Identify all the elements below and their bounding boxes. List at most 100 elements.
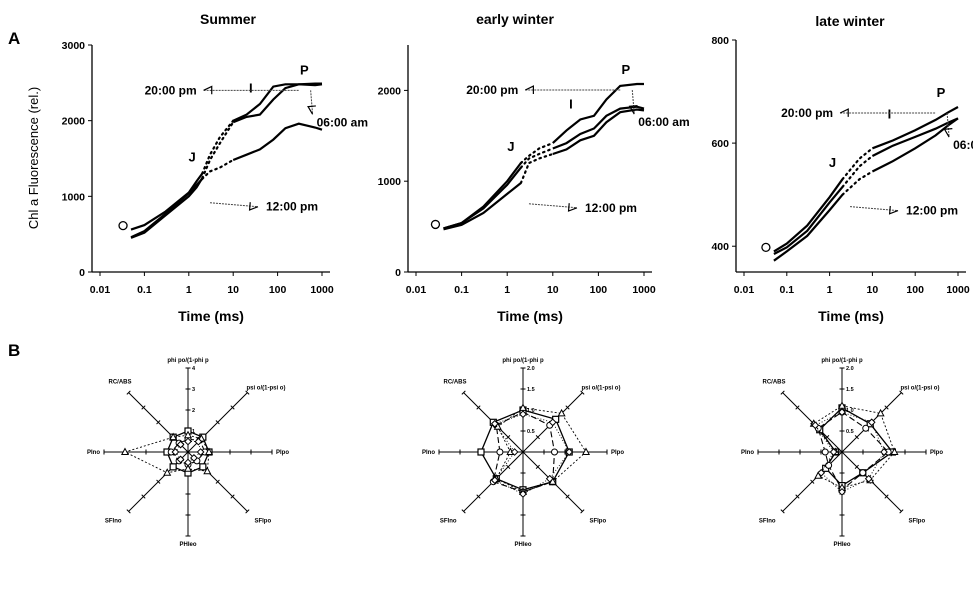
point-j-label: J bbox=[189, 150, 196, 165]
series-line-1 bbox=[773, 178, 844, 253]
series-line-3 bbox=[443, 182, 522, 231]
x-tick-label: 1000 bbox=[632, 284, 656, 296]
series-marker-diamond bbox=[184, 437, 192, 446]
arrow-12pm-head bbox=[248, 202, 259, 211]
x-tick-label: 100 bbox=[590, 284, 608, 296]
arrow-20pm-head bbox=[525, 85, 534, 94]
x-tick-label: 0.1 bbox=[454, 284, 469, 296]
y-tick-label: 800 bbox=[711, 35, 729, 47]
panel-label-b: B bbox=[8, 341, 20, 360]
series-marker-diamond bbox=[880, 448, 888, 456]
radar-axis-label-right: PIpo bbox=[930, 450, 943, 456]
series-marker-circle bbox=[496, 448, 504, 456]
spoke-tick bbox=[580, 390, 585, 395]
series-line-1 bbox=[130, 172, 204, 231]
series-line-3 bbox=[130, 178, 204, 239]
series-marker-diamond bbox=[519, 490, 527, 498]
series-dots-2 bbox=[201, 121, 235, 180]
series-line-2 bbox=[232, 82, 322, 124]
spoke-tick bbox=[780, 390, 785, 395]
radar-axis-label-top: phi po/(1-phi p bbox=[167, 358, 209, 364]
spoke-tick bbox=[780, 509, 785, 514]
spoke-tick bbox=[795, 494, 800, 499]
spoke-tick bbox=[141, 494, 146, 499]
spoke-tick bbox=[461, 390, 466, 395]
x-tick-label: 10 bbox=[547, 284, 559, 296]
series-line-2 bbox=[773, 186, 844, 255]
x-tick-label: 1 bbox=[504, 284, 510, 296]
series-marker-circle bbox=[825, 461, 833, 469]
spoke-tick bbox=[795, 405, 800, 410]
spoke-tick bbox=[565, 405, 570, 410]
spoke-tick bbox=[854, 435, 859, 440]
arrow-06am-head bbox=[628, 105, 638, 115]
series-marker-triangle bbox=[890, 447, 899, 455]
radar-chart-3: 0.5 1.0 1.5 2.0 phi po/(1-phi p psi o/(1-psi … bbox=[741, 358, 943, 548]
arrow-12pm-head bbox=[567, 203, 578, 212]
series-marker-diamond bbox=[196, 448, 205, 456]
spoke-tick bbox=[230, 405, 235, 410]
arrow-06am-head bbox=[307, 105, 316, 115]
point-j-label: J bbox=[507, 139, 514, 154]
radar-axis-label-left: PIno bbox=[741, 450, 754, 456]
radial-tick-label: 0.5 bbox=[846, 429, 854, 435]
series-dots-1 bbox=[519, 142, 554, 165]
radar-axis-label-lower-left: SFIno bbox=[759, 518, 776, 524]
series-marker-triangle bbox=[183, 464, 193, 472]
annotation-06am: 06:00 am bbox=[953, 138, 973, 152]
radar-axis-label-upper-right: psi o/(1-psi o) bbox=[900, 386, 939, 392]
point-o-marker bbox=[118, 220, 128, 231]
series-marker-square bbox=[199, 463, 207, 471]
x-tick-label: 1 bbox=[186, 284, 192, 296]
y-tick-label: 3000 bbox=[62, 40, 86, 52]
radial-tick-label: 1.0 bbox=[527, 408, 535, 414]
radar-axis-label-right: PIpo bbox=[611, 450, 624, 456]
series-dots-3 bbox=[519, 152, 554, 185]
series-line-1 bbox=[872, 106, 959, 150]
radar-axis-label-left: PIno bbox=[422, 450, 435, 456]
series-line-1 bbox=[443, 162, 522, 230]
spoke-tick bbox=[535, 464, 540, 469]
radar-axis-label-lower-right: SFIpo bbox=[908, 518, 925, 524]
arrow-20pm-head bbox=[203, 85, 213, 95]
spoke-tick bbox=[476, 405, 481, 410]
radar-axis-label-lower-left: SFIno bbox=[440, 518, 457, 524]
point-i-label: I bbox=[569, 96, 573, 111]
radar-series-4 bbox=[814, 411, 885, 493]
spoke-tick bbox=[884, 494, 889, 499]
x-axis-label: Time (ms) bbox=[818, 308, 884, 324]
x-tick-label: 0.01 bbox=[90, 284, 111, 296]
x-tick-label: 1000 bbox=[310, 284, 334, 296]
spoke-tick bbox=[810, 479, 815, 484]
radial-tick-label: 2 bbox=[192, 408, 195, 414]
annotation-20pm: 20:00 pm bbox=[466, 83, 518, 97]
radial-tick-label: 1.0 bbox=[846, 408, 854, 414]
x-tick-label: 1000 bbox=[946, 284, 970, 296]
series-dots-3 bbox=[201, 158, 235, 180]
arrow-06am-shaft bbox=[310, 90, 314, 115]
series-marker-diamond bbox=[490, 476, 499, 485]
radar-axis-label-lower-right: SFIpo bbox=[589, 518, 606, 524]
arrow-06am-head bbox=[943, 128, 953, 138]
series-marker-diamond bbox=[510, 448, 519, 456]
series-dots-1 bbox=[201, 119, 235, 175]
arrow-20pm-head bbox=[839, 108, 849, 117]
x-tick-label: 0.01 bbox=[406, 284, 427, 296]
series-marker-diamond bbox=[838, 408, 846, 417]
series-marker-diamond bbox=[184, 458, 192, 467]
series-line-1 bbox=[232, 83, 323, 122]
radar-axis-label-lower-left: SFIno bbox=[105, 518, 122, 524]
annotation-20pm: 20:00 pm bbox=[145, 83, 197, 97]
arrow-12pm-head bbox=[888, 205, 899, 215]
radar-series-4 bbox=[494, 413, 570, 495]
spoke-tick bbox=[126, 509, 131, 514]
chart-title: late winter bbox=[815, 13, 885, 29]
series-line-1 bbox=[552, 82, 644, 144]
radial-tick-label: 1 bbox=[192, 429, 195, 435]
spoke-tick bbox=[156, 420, 161, 425]
spoke-tick bbox=[580, 509, 585, 514]
radar-chart-1: 1 2 3 4 phi po/(1-phi p psi o/(1-psi o) PIpo SF… bbox=[87, 358, 289, 548]
series-marker-triangle bbox=[204, 447, 214, 455]
radial-tick-label: 0.5 bbox=[527, 429, 535, 435]
panel-label-a: A bbox=[8, 29, 20, 48]
